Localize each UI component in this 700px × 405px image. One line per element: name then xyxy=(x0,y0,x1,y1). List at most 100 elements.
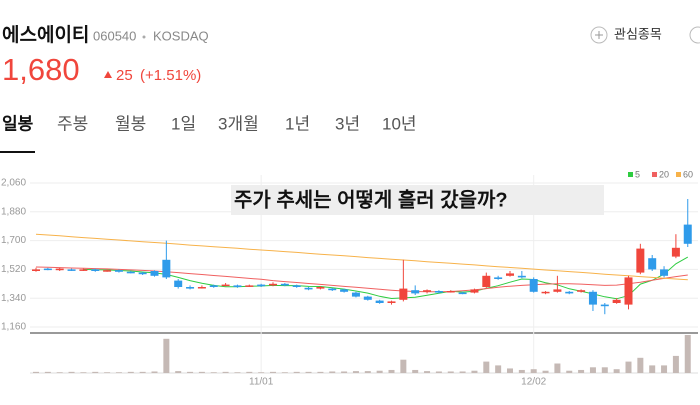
tab[interactable]: 1년 xyxy=(285,114,310,133)
candle-body xyxy=(399,288,408,300)
candle-body xyxy=(186,287,195,289)
volume-bar xyxy=(672,355,679,373)
candle-body xyxy=(233,285,242,287)
candle-body xyxy=(67,269,76,271)
volume-bar xyxy=(234,372,241,373)
volume-bar xyxy=(33,371,39,373)
tab[interactable]: 10년 xyxy=(382,114,417,133)
volume-bar xyxy=(281,372,288,373)
watch-label: 관심종목 xyxy=(614,26,662,41)
candle-body xyxy=(458,292,467,295)
tab[interactable]: 3년 xyxy=(335,114,360,133)
candle-body xyxy=(517,275,526,278)
x-tick-label: 12/02 xyxy=(521,377,546,388)
volume-bar xyxy=(104,372,111,373)
plot: 1,160 1,340 1,520 1,700 1,880 2,060 11/01 12/02… xyxy=(1,169,698,388)
y-tick-label: 1,340 xyxy=(1,293,26,304)
volume-bar xyxy=(400,359,407,373)
y-tick-label: 2,060 xyxy=(1,178,26,189)
candle-body xyxy=(114,270,123,272)
legend-swatch xyxy=(628,172,633,177)
watch-icon xyxy=(590,26,608,44)
volume-bar xyxy=(364,371,371,373)
candle-body xyxy=(150,271,159,276)
candle-body xyxy=(588,291,597,305)
candle-body xyxy=(126,271,135,274)
candle-body xyxy=(351,292,360,297)
volume-bar xyxy=(80,372,87,373)
candle-body xyxy=(529,279,538,292)
ma-line xyxy=(83,256,689,300)
volume-bar xyxy=(447,371,454,373)
candle-body xyxy=(660,269,669,276)
volume-bar xyxy=(684,335,691,373)
candle-body xyxy=(197,287,206,289)
candle-body xyxy=(221,284,230,287)
volume-bar xyxy=(649,365,656,373)
volume-bar xyxy=(175,371,182,373)
volume-bar xyxy=(412,369,419,373)
change: 25 xyxy=(116,67,133,84)
plus xyxy=(595,31,603,39)
candle-body xyxy=(340,289,349,292)
volume-bar xyxy=(578,369,585,373)
candle-body xyxy=(363,296,372,300)
separator-dot xyxy=(142,35,146,39)
candle-body xyxy=(138,272,147,275)
candle-body xyxy=(103,270,112,272)
candle-body xyxy=(375,300,384,303)
candle-body xyxy=(387,301,396,303)
candle-body xyxy=(55,268,64,271)
candle-body xyxy=(683,224,692,244)
volume-bar xyxy=(388,369,395,373)
candle-body xyxy=(304,287,313,290)
tab[interactable]: 1일 xyxy=(171,114,196,133)
candle-body xyxy=(91,269,100,271)
up-arrow xyxy=(104,71,112,78)
ma-line xyxy=(35,233,688,281)
volume-bar xyxy=(435,371,442,373)
candle-body xyxy=(636,248,645,273)
volume-bar xyxy=(518,369,525,373)
candle-body xyxy=(43,268,52,271)
active-tab-underline xyxy=(0,151,35,153)
candle-body xyxy=(446,291,455,293)
y-tick-label: 1,700 xyxy=(1,235,26,246)
volume-bar xyxy=(293,371,300,373)
legend-label: 60 xyxy=(683,169,693,179)
tab[interactable]: 3개월 xyxy=(218,114,259,133)
volume-bar xyxy=(507,368,513,373)
volume-bar xyxy=(566,370,573,373)
market: KOSDAQ xyxy=(153,28,209,43)
watch-button[interactable]: 관심종목 xyxy=(590,26,662,44)
candle-body xyxy=(292,285,301,287)
volume-bar xyxy=(530,369,537,373)
more-icon[interactable] xyxy=(689,26,700,44)
volume-bar xyxy=(471,370,478,373)
candle-body xyxy=(565,291,574,294)
volume-bar xyxy=(613,369,620,373)
tabs: 일봉 주봉 월봉 1일 3개월 1년 3년 10년 xyxy=(2,114,417,133)
legend-label: 5 xyxy=(635,169,640,179)
volume-bar xyxy=(163,338,170,373)
candle-body xyxy=(494,277,503,279)
candle-body xyxy=(434,291,443,293)
candle-body xyxy=(482,275,491,287)
volume-bar xyxy=(127,371,134,373)
volume-bar xyxy=(424,371,431,373)
legend-label: 20 xyxy=(659,169,669,179)
tab[interactable]: 주봉 xyxy=(57,114,88,133)
candle-body xyxy=(577,290,586,292)
volume-bar xyxy=(589,367,596,373)
candle-body xyxy=(280,283,289,286)
volume-bar xyxy=(187,371,194,373)
candle-body xyxy=(423,290,432,292)
candle-body xyxy=(600,304,609,307)
change-pct: (+1.51%) xyxy=(140,67,201,84)
tab[interactable]: 일봉 xyxy=(2,114,34,133)
volume-bar xyxy=(317,371,324,373)
candle-body xyxy=(316,287,325,289)
candle-body xyxy=(541,291,550,294)
tab[interactable]: 월봉 xyxy=(115,114,146,133)
candle-body xyxy=(32,269,40,271)
